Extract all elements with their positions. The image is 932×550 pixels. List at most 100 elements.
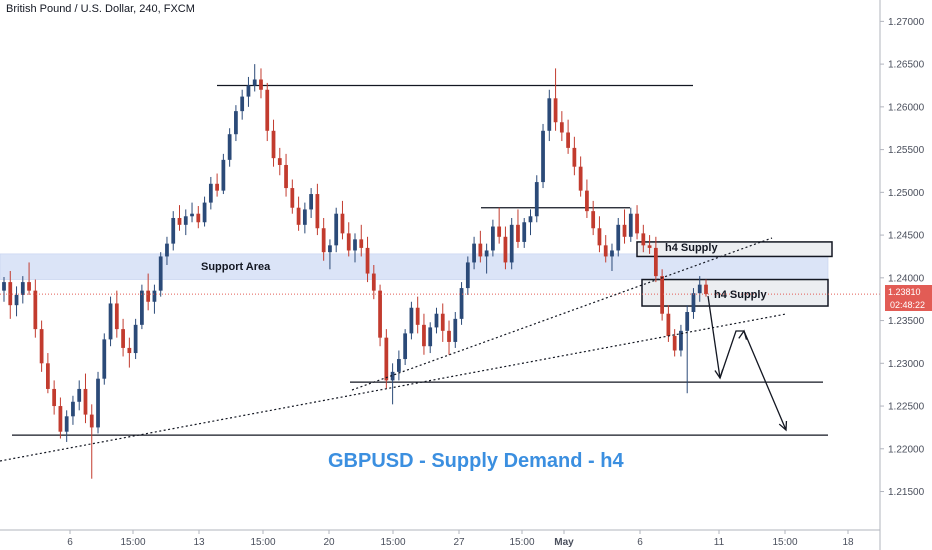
candle (691, 288, 696, 319)
time-axis[interactable]: 6 15:00 13 15:00 20 15:00 27 15:00 May 6 11 15:00 18 (0, 529, 880, 548)
candle (453, 312, 458, 348)
h4-supply-lower-zone (641, 278, 829, 307)
zone-labels: Support Area h4 Supply h4 Supply GBPUSD … (201, 242, 767, 472)
candle (697, 276, 702, 302)
candle (440, 303, 445, 342)
x-tick-label: 20 (323, 537, 335, 548)
candle (465, 256, 470, 295)
candle (403, 329, 408, 366)
candle (202, 196, 207, 227)
candle (102, 333, 107, 385)
candle-body (102, 339, 107, 379)
y-tick-label: 1.23000 (888, 359, 925, 370)
candle-body (522, 222, 527, 242)
candle (121, 318, 125, 357)
candle (259, 68, 263, 99)
candle-body (302, 209, 307, 225)
candle (183, 209, 188, 236)
candle-body (8, 282, 13, 306)
candle (71, 395, 75, 425)
candle-body (685, 312, 690, 331)
candle (585, 179, 589, 218)
x-tick-label: 6 (67, 537, 73, 548)
candle-body (71, 401, 75, 417)
candle-body (447, 330, 451, 342)
candle (108, 296, 113, 347)
x-tick-label: 15:00 (120, 537, 145, 548)
candle-body (578, 166, 583, 191)
candle-body (39, 329, 44, 364)
candle (378, 284, 382, 347)
candle (14, 286, 19, 317)
candle (58, 397, 63, 439)
candle-body (346, 233, 351, 251)
candle-body (265, 89, 270, 131)
candle-body (472, 243, 476, 263)
x-tick-label: 15:00 (250, 537, 275, 548)
y-tick-label: 1.22500 (888, 402, 925, 413)
candle-body (77, 388, 82, 402)
candle-body (497, 226, 502, 237)
candle (83, 373, 88, 424)
candle (685, 305, 690, 394)
price-axis[interactable]: 1.27000 1.26500 1.26000 1.25500 1.25000 1.245… (879, 0, 925, 550)
candle (190, 202, 194, 223)
candle-body (246, 85, 251, 97)
candle (503, 226, 508, 270)
candle-body (509, 224, 514, 263)
x-tick-label: 13 (193, 537, 205, 548)
candle (653, 236, 658, 283)
candle (346, 222, 351, 257)
current-price-box (885, 285, 932, 298)
h4-supply-upper-label: h4 Supply (665, 242, 718, 254)
x-tick-label: 27 (453, 537, 465, 548)
candle (622, 209, 627, 244)
y-tick-label: 1.27000 (888, 17, 925, 28)
candle (384, 329, 389, 389)
y-tick-label: 1.25000 (888, 188, 925, 199)
candle (8, 270, 13, 319)
candle (171, 211, 176, 251)
candle-body (20, 282, 25, 295)
candle-body (440, 313, 445, 331)
candle (396, 350, 401, 381)
candle-body (616, 224, 621, 251)
candle-body (208, 183, 213, 203)
candle-body (234, 111, 238, 135)
candle (522, 217, 527, 248)
candle (252, 64, 257, 92)
candle (478, 230, 483, 263)
candle-body (277, 158, 282, 165)
candle-body (422, 324, 426, 347)
candle-body (196, 213, 201, 223)
candle-body (133, 324, 138, 354)
candle (271, 119, 276, 167)
x-tick-label: 15:00 (380, 537, 405, 548)
candle (64, 410, 69, 442)
candle-body (284, 164, 288, 189)
x-tick-label: 6 (637, 537, 643, 548)
candle-body (541, 130, 545, 183)
x-tick-label: 15:00 (772, 537, 797, 548)
y-tick-label: 1.22000 (888, 444, 925, 455)
candle (572, 136, 577, 176)
candle-body (215, 183, 219, 191)
candle-body (672, 335, 677, 351)
y-tick-label: 1.25500 (888, 145, 925, 156)
candle-body (603, 245, 608, 257)
current-price-tag: 1.23810 02:48:22 (885, 285, 932, 311)
candle (152, 284, 157, 314)
candle (277, 147, 282, 176)
candle-body (259, 79, 263, 90)
candle (679, 324, 683, 357)
candle-body (478, 243, 483, 257)
countdown-box (885, 298, 932, 311)
candle-body (691, 293, 696, 313)
candle (559, 111, 564, 142)
candle (33, 279, 38, 338)
countdown-value: 02:48:22 (890, 300, 925, 310)
candle-body (114, 303, 119, 330)
candle (534, 175, 539, 223)
candle (597, 216, 602, 253)
